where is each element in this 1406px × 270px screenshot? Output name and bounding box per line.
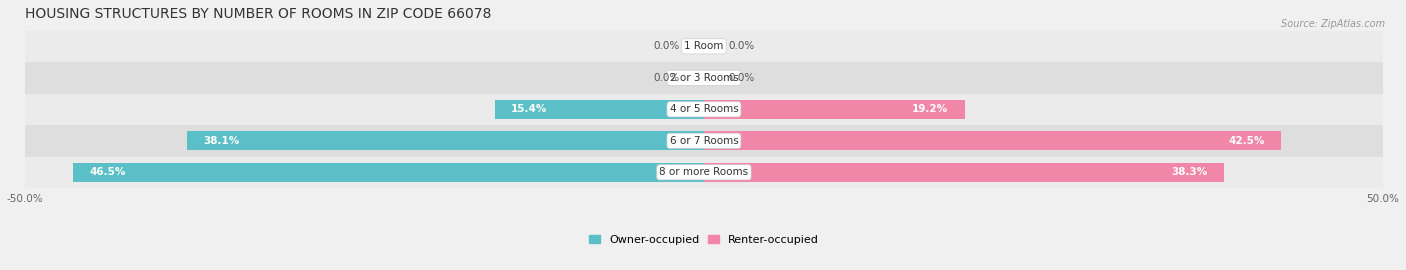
Bar: [25, 125, 1382, 157]
Text: 4 or 5 Rooms: 4 or 5 Rooms: [669, 104, 738, 114]
Bar: [704, 100, 965, 119]
Text: 8 or more Rooms: 8 or more Rooms: [659, 167, 748, 177]
Bar: [704, 163, 1223, 182]
Bar: [25, 94, 1382, 125]
Bar: [25, 157, 1382, 188]
Text: 0.0%: 0.0%: [654, 73, 679, 83]
Text: 1 Room: 1 Room: [685, 41, 724, 51]
Bar: [25, 62, 1382, 94]
Bar: [704, 131, 1281, 150]
Text: 42.5%: 42.5%: [1229, 136, 1264, 146]
Legend: Owner-occupied, Renter-occupied: Owner-occupied, Renter-occupied: [589, 235, 818, 245]
Text: 0.0%: 0.0%: [728, 73, 755, 83]
Text: 38.1%: 38.1%: [202, 136, 239, 146]
Text: 15.4%: 15.4%: [512, 104, 547, 114]
Bar: [187, 131, 704, 150]
Text: HOUSING STRUCTURES BY NUMBER OF ROOMS IN ZIP CODE 66078: HOUSING STRUCTURES BY NUMBER OF ROOMS IN…: [25, 7, 492, 21]
Text: 46.5%: 46.5%: [89, 167, 125, 177]
Bar: [25, 31, 1382, 62]
Bar: [495, 100, 704, 119]
Bar: [73, 163, 704, 182]
Text: 2 or 3 Rooms: 2 or 3 Rooms: [669, 73, 738, 83]
Text: 0.0%: 0.0%: [654, 41, 679, 51]
Text: 6 or 7 Rooms: 6 or 7 Rooms: [669, 136, 738, 146]
Text: Source: ZipAtlas.com: Source: ZipAtlas.com: [1281, 19, 1385, 29]
Text: 19.2%: 19.2%: [912, 104, 948, 114]
Text: 0.0%: 0.0%: [728, 41, 755, 51]
Text: 38.3%: 38.3%: [1171, 167, 1208, 177]
